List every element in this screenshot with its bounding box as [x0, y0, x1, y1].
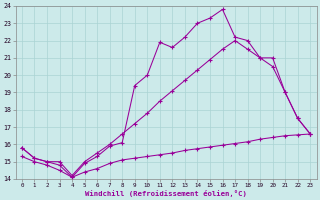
- X-axis label: Windchill (Refroidissement éolien,°C): Windchill (Refroidissement éolien,°C): [85, 190, 247, 197]
